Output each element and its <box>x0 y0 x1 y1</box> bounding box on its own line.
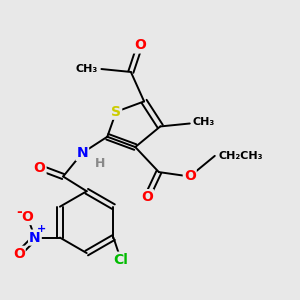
Text: H: H <box>95 157 105 170</box>
Text: N: N <box>29 231 41 244</box>
Text: Cl: Cl <box>113 253 128 267</box>
Text: CH₃: CH₃ <box>76 64 98 74</box>
Text: +: + <box>37 224 46 234</box>
Text: O: O <box>34 161 46 175</box>
Text: CH₂CH₃: CH₂CH₃ <box>218 151 263 161</box>
Text: O: O <box>22 210 34 224</box>
Text: N: N <box>76 146 88 160</box>
Text: O: O <box>13 247 25 261</box>
Text: O: O <box>134 38 146 52</box>
Text: CH₃: CH₃ <box>193 117 215 127</box>
Text: O: O <box>141 190 153 204</box>
Text: -: - <box>16 205 22 219</box>
Text: S: S <box>111 105 121 119</box>
Text: O: O <box>184 169 196 184</box>
